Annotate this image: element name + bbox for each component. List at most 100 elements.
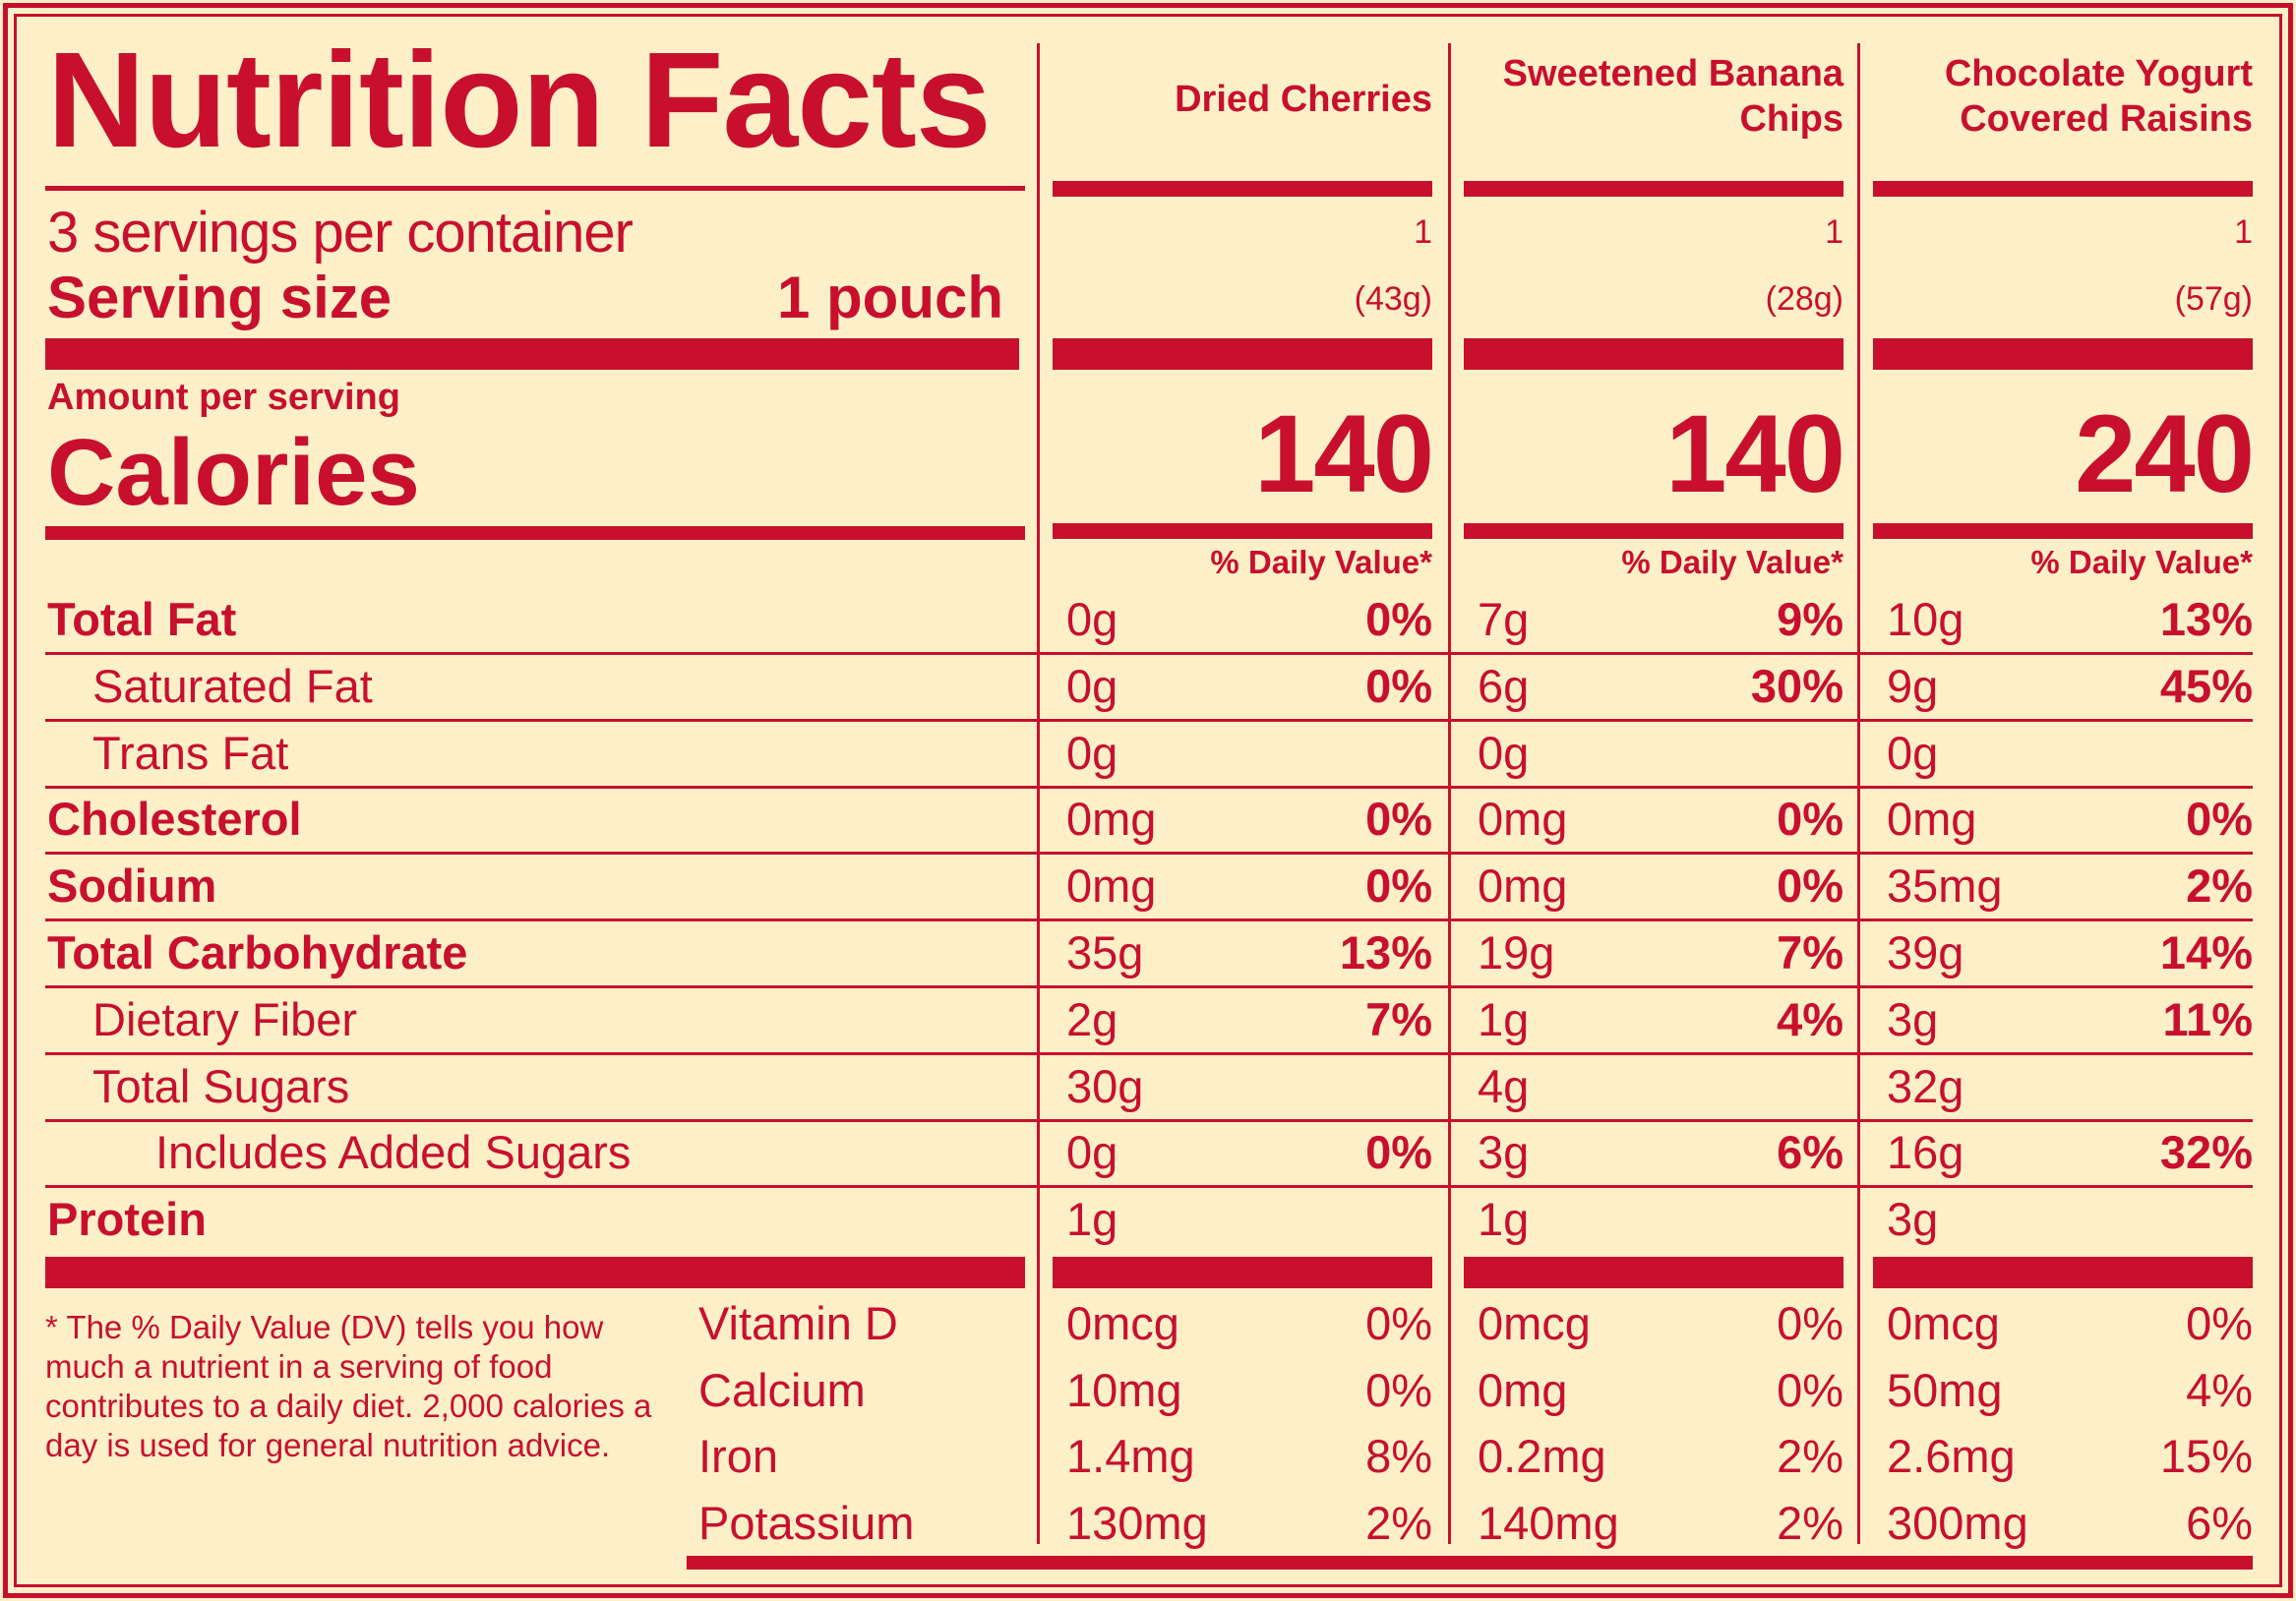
nutrient-amount: 3g xyxy=(1478,1126,1530,1179)
nutrient-amount: 0g xyxy=(1066,1126,1118,1179)
serving-size-label: Serving size xyxy=(47,265,393,330)
serving-size-value: 1 pouch xyxy=(776,265,1003,330)
nutrient-amount: 0g xyxy=(1066,726,1118,779)
product-servings: 1 xyxy=(2234,213,2253,251)
nutrient-daily-value: 11% xyxy=(2162,992,2253,1045)
serving-thick-rule xyxy=(45,338,1019,370)
nutrient-label: Total Sugars xyxy=(92,1059,350,1112)
nutrient-daily-value: 2% xyxy=(2186,860,2253,913)
row-divider xyxy=(45,1118,2253,1122)
column-thick-rule xyxy=(1053,338,1432,370)
nutrient-amount: 1g xyxy=(1478,992,1530,1045)
nutrient-label: Trans Fat xyxy=(92,726,289,779)
vitamin-amount: 0mcg xyxy=(1478,1297,1591,1349)
nutrient-amount: 39g xyxy=(1887,926,1964,978)
nutrient-amount: 0g xyxy=(1066,593,1118,645)
label-title: Nutrition Facts xyxy=(47,25,992,176)
row-divider xyxy=(45,785,2253,789)
bottom-rule xyxy=(687,1556,2253,1570)
column-rule xyxy=(1464,523,1843,539)
product-serving-size: (28g) xyxy=(1765,280,1843,318)
vitamin-label: Vitamin D xyxy=(698,1297,898,1349)
nutrient-daily-value: 9% xyxy=(1777,593,1843,645)
product-name: Dried Cherries xyxy=(1175,79,1432,120)
nutrient-amount: 1g xyxy=(1478,1193,1530,1246)
vitamin-label: Potassium xyxy=(698,1496,915,1549)
product-servings: 1 xyxy=(1414,213,1432,251)
column-rule xyxy=(1053,181,1432,197)
nutrient-label: Protein xyxy=(47,1193,207,1246)
nutrient-label: Total Carbohydrate xyxy=(47,926,468,978)
vitamin-amount: 0mcg xyxy=(1066,1297,1179,1349)
nutrient-daily-value: 6% xyxy=(1777,1126,1843,1179)
vitamins-thick-rule xyxy=(1873,1257,2253,1288)
column-rule xyxy=(1053,523,1432,539)
vitamin-amount: 2.6mg xyxy=(1887,1430,2016,1482)
vitamin-daily-value: 4% xyxy=(2186,1363,2253,1416)
nutrient-daily-value: 0% xyxy=(2186,793,2253,846)
nutrient-amount: 19g xyxy=(1478,926,1555,978)
row-divider xyxy=(45,1185,2253,1189)
daily-value-footnote: * The % Daily Value (DV) tells you how m… xyxy=(45,1309,652,1463)
nutrient-daily-value: 0% xyxy=(1777,793,1843,846)
vitamin-label: Iron xyxy=(698,1430,778,1482)
nutrient-amount: 0mg xyxy=(1478,793,1568,846)
column-divider xyxy=(1037,43,1040,1544)
product-name: Chocolate Yogurt Covered Raisins xyxy=(1944,53,2253,140)
nutrient-daily-value: 45% xyxy=(2159,659,2253,712)
nutrient-amount: 10g xyxy=(1887,593,1964,645)
daily-value-header: % Daily Value* xyxy=(1210,544,1432,580)
daily-value-header: % Daily Value* xyxy=(2030,544,2253,580)
nutrient-daily-value: 14% xyxy=(2159,926,2253,978)
row-divider xyxy=(45,718,2253,722)
nutrient-daily-value: 0% xyxy=(1365,659,1432,712)
nutrient-label: Dietary Fiber xyxy=(92,992,358,1045)
product-servings: 1 xyxy=(1825,213,1843,251)
vitamins-thick-rule xyxy=(45,1257,1025,1288)
outer-border xyxy=(3,3,2293,1598)
nutrient-daily-value: 0% xyxy=(1777,860,1843,913)
nutrient-amount: 16g xyxy=(1887,1126,1964,1179)
product-calories: 140 xyxy=(1254,392,1434,515)
vitamin-daily-value: 0% xyxy=(1365,1363,1432,1416)
nutrient-label: Saturated Fat xyxy=(92,659,373,712)
inner-border xyxy=(14,14,2282,1587)
vitamin-amount: 0mcg xyxy=(1887,1297,2000,1349)
product-serving-size: (43g) xyxy=(1354,280,1432,318)
nutrient-amount: 2g xyxy=(1066,992,1118,1045)
servings-per-container: 3 servings per container xyxy=(47,201,634,265)
vitamin-daily-value: 8% xyxy=(1365,1430,1432,1482)
nutrient-daily-value: 4% xyxy=(1777,992,1843,1045)
nutrient-amount: 0mg xyxy=(1066,860,1157,913)
nutrient-amount: 4g xyxy=(1478,1059,1530,1112)
calories-rule xyxy=(45,526,1025,540)
nutrient-label: Sodium xyxy=(47,860,217,913)
nutrient-label: Cholesterol xyxy=(47,793,302,846)
vitamin-daily-value: 2% xyxy=(1777,1496,1843,1549)
nutrient-amount: 32g xyxy=(1887,1059,1964,1112)
daily-value-header: % Daily Value* xyxy=(1621,544,1843,580)
row-divider xyxy=(45,985,2253,988)
amount-per-serving: Amount per serving xyxy=(47,377,400,418)
row-divider xyxy=(45,652,2253,655)
product-name: Sweetened Banana Chips xyxy=(1502,53,1843,140)
vitamin-daily-value: 0% xyxy=(2186,1297,2253,1349)
nutrient-daily-value: 13% xyxy=(1339,926,1432,978)
nutrient-daily-value: 0% xyxy=(1365,593,1432,645)
vitamin-amount: 140mg xyxy=(1478,1496,1619,1549)
nutrient-label: Total Fat xyxy=(47,593,237,645)
nutrient-amount: 6g xyxy=(1478,659,1530,712)
product-calories: 240 xyxy=(2075,392,2255,515)
vitamin-amount: 130mg xyxy=(1066,1496,1208,1549)
vitamin-daily-value: 0% xyxy=(1777,1363,1843,1416)
nutrient-amount: 30g xyxy=(1066,1059,1144,1112)
row-divider xyxy=(45,1051,2253,1055)
nutrient-daily-value: 0% xyxy=(1365,793,1432,846)
vitamin-daily-value: 2% xyxy=(1365,1496,1432,1549)
vitamin-amount: 50mg xyxy=(1887,1363,2003,1416)
nutrient-amount: 1g xyxy=(1066,1193,1118,1246)
nutrient-amount: 0g xyxy=(1066,659,1118,712)
nutrient-amount: 35mg xyxy=(1887,860,2003,913)
vitamin-amount: 300mg xyxy=(1887,1496,2028,1549)
